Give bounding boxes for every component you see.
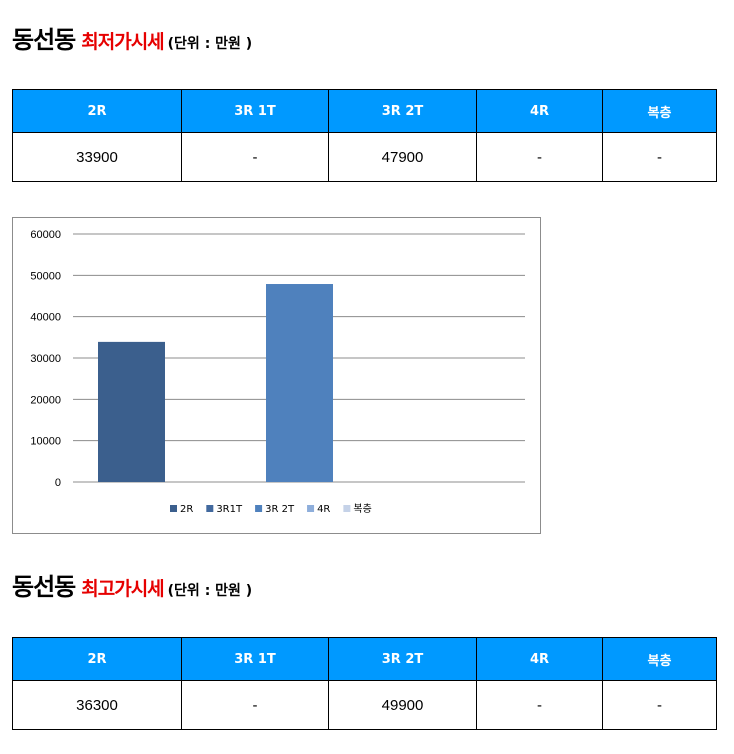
legend-label: 3R 2T [265,504,295,515]
col-header: 4R [476,89,603,133]
y-tick-label: 30000 [30,353,61,365]
table-cell: - [181,680,329,730]
col-header: 4R [476,637,603,681]
y-tick-label: 20000 [30,394,61,406]
legend-label: 3R1T [216,504,243,515]
legend-swatch [170,505,177,512]
table-header-row: 2R 3R 1T 3R 2T 4R 복층 [12,637,717,681]
table-row: 33900 - 47900 - - [12,132,717,182]
y-tick-label: 10000 [30,436,61,448]
legend-swatch [343,505,351,512]
col-header: 복층 [602,89,717,133]
dong-name: 동선동 [12,573,76,601]
table-cell: 47900 [328,132,477,182]
legend-swatch [206,505,214,512]
chart-svg: 60000 50000 40000 30000 20000 10000 0 2R 3R1T 3R … [30,229,525,515]
legend-label: 4R [317,504,330,515]
price-kind: 최저가시세 [81,31,164,53]
section-heading-high: 동선동 최고가시세 (단위 : 만원 ) [12,567,252,602]
table-header-row: 2R 3R 1T 3R 2T 4R 복층 [12,89,717,133]
y-tick-label: 50000 [30,270,61,282]
table-cell: - [476,680,603,730]
col-header: 3R 2T [328,637,477,681]
price-table-high: 2R 3R 1T 3R 2T 4R 복층 36300 - 49900 - - [12,637,717,730]
table-cell: - [476,132,603,182]
bar-2r [98,341,165,482]
col-header: 2R [12,89,182,133]
legend-swatch [307,505,315,512]
legend-label: 2R [180,504,193,515]
col-header: 3R 2T [328,89,477,133]
table-cell: - [602,680,717,730]
table-cell: - [602,132,717,182]
col-header: 복층 [602,637,717,681]
legend-swatch [255,505,263,512]
y-tick-label: 0 [55,477,61,489]
y-tick-label: 40000 [30,312,61,324]
price-kind: 최고가시세 [81,578,164,600]
price-bar-chart: 60000 50000 40000 30000 20000 10000 0 2R 3R1T 3R … [12,217,541,534]
table-cell: 36300 [12,680,182,730]
legend-label: 복층 [353,503,371,515]
col-header: 3R 1T [181,637,329,681]
col-header: 3R 1T [181,89,329,133]
price-table-low: 2R 3R 1T 3R 2T 4R 복층 33900 - 47900 - - [12,89,717,182]
col-header: 2R [12,637,182,681]
dong-name: 동선동 [12,26,76,54]
section-heading-low: 동선동 최저가시세 (단위 : 만원 ) [12,20,252,55]
table-cell: 49900 [328,680,477,730]
bar-3r2t [266,284,333,482]
table-cell: 33900 [12,132,182,182]
unit-label: (단위 : 만원 ) [167,36,253,52]
unit-label: (단위 : 만원 ) [167,583,253,599]
table-row: 36300 - 49900 - - [12,680,717,730]
y-tick-label: 60000 [30,229,61,241]
table-cell: - [181,132,329,182]
